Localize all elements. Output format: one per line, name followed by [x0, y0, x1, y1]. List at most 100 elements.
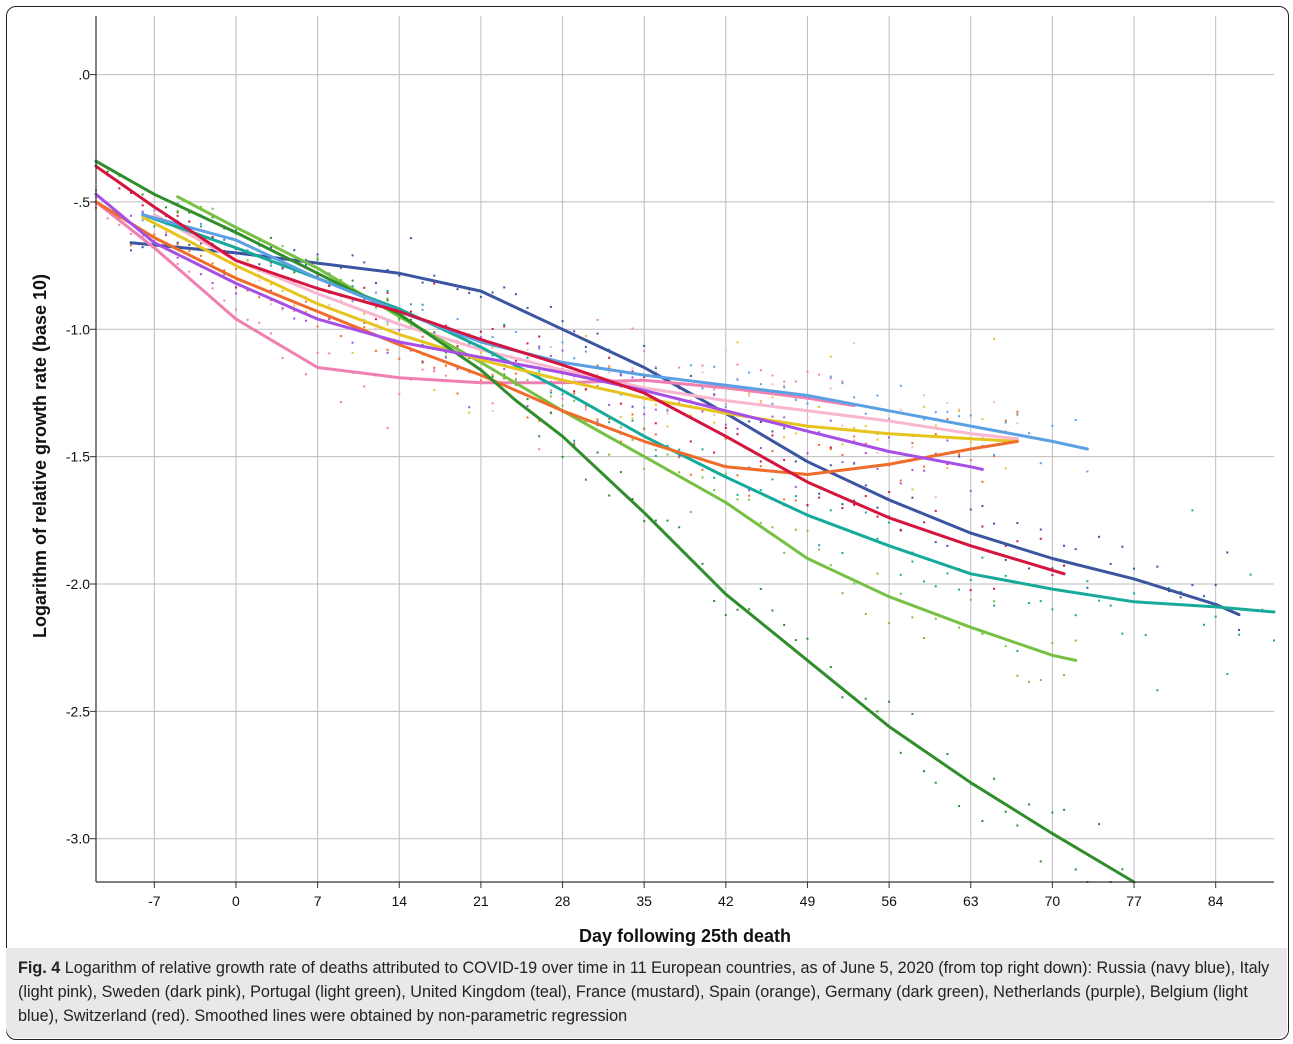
scatter-point [409, 237, 412, 240]
scatter-point [608, 403, 611, 406]
scatter-point [129, 191, 132, 194]
scatter-point [701, 476, 704, 479]
scatter-point [176, 262, 179, 265]
scatter-point [468, 371, 471, 374]
scatter-point [759, 383, 762, 386]
scatter-point [853, 503, 856, 506]
scatter-point [981, 418, 984, 421]
scatter-point [806, 370, 809, 373]
scatter-point [1004, 544, 1007, 547]
scatter-point [969, 578, 972, 581]
scatter-point [841, 592, 844, 595]
scatter-point [328, 304, 331, 307]
y-tick-label: -.5 [74, 194, 91, 210]
scatter-point [608, 366, 611, 369]
scatter-point [876, 710, 879, 713]
scatter-point [561, 397, 564, 400]
scatter-points [95, 160, 1275, 883]
scatter-point [374, 306, 377, 309]
y-tick-label: -2.0 [66, 576, 90, 592]
figure-caption: Fig. 4 Logarithm of relative growth rate… [18, 956, 1280, 1028]
scatter-point [1039, 537, 1042, 540]
scatter-point [713, 599, 716, 602]
scatter-point [398, 392, 401, 395]
scatter-point [748, 420, 751, 423]
scatter-point [946, 418, 949, 421]
scatter-point [304, 319, 307, 322]
x-tick-label: 42 [718, 893, 734, 909]
scatter-point [234, 229, 237, 232]
scatter-point [759, 460, 762, 463]
scatter-point [211, 236, 214, 239]
scatter-point [1226, 673, 1229, 676]
scatter-point [1191, 584, 1194, 587]
scatter-point [1004, 558, 1007, 561]
scatter-point [736, 474, 739, 477]
scatter-point [561, 341, 564, 344]
scatter-point [199, 273, 202, 276]
scatter-point [433, 274, 436, 277]
scatter-point [666, 519, 669, 522]
scatter-point [841, 696, 844, 699]
scatter-point [456, 367, 459, 370]
scatter-point [549, 395, 552, 398]
scatter-point [818, 431, 821, 434]
scatter-point [783, 427, 786, 430]
scatter-point [363, 326, 366, 329]
scatter-point [1273, 639, 1275, 642]
scatter-point [876, 451, 879, 454]
scatter-point [141, 235, 144, 238]
scatter-point [736, 608, 739, 611]
scatter-point [386, 269, 389, 272]
scatter-point [526, 356, 529, 359]
scatter-point [526, 416, 529, 419]
scatter-point [363, 261, 366, 264]
scatter-point [736, 498, 739, 501]
scatter-point [771, 526, 774, 529]
scatter-point [538, 335, 541, 338]
scatter-point [689, 399, 692, 402]
scatter-point [468, 289, 471, 292]
scatter-point [129, 244, 132, 247]
scatter-point [456, 288, 459, 291]
scatter-point [1249, 573, 1252, 576]
scatter-point [654, 367, 657, 370]
scatter-point [794, 499, 797, 502]
scatter-point [596, 373, 599, 376]
scatter-point [934, 424, 937, 427]
scatter-point [573, 357, 576, 360]
scatter-point [643, 344, 646, 347]
scatter-point [141, 210, 144, 213]
scatter-point [398, 357, 401, 360]
scatter-point [1168, 587, 1171, 590]
series-line [129, 241, 1241, 617]
scatter-point [748, 494, 751, 497]
scatter-point [468, 357, 471, 360]
scatter-point [783, 416, 786, 419]
scatter-point [759, 369, 762, 372]
scatter-point [888, 440, 891, 443]
y-tick-labels: .0 -.5 -1.0 -1.5 -2.0 -2.5 -3.0 [66, 67, 90, 847]
scatter-point [398, 274, 401, 277]
scatter-point [188, 250, 191, 253]
scatter-point [794, 398, 797, 401]
scatter-point [958, 805, 961, 808]
scatter-point [759, 521, 762, 524]
scatter-point [689, 414, 692, 417]
scatter-point [923, 580, 926, 583]
scatter-point [899, 479, 902, 482]
scatter-point [759, 587, 762, 590]
scatter-point [888, 491, 891, 494]
scatter-point [934, 452, 937, 455]
scatter-point [491, 335, 494, 338]
scatter-point [713, 394, 716, 397]
scatter-point [234, 286, 237, 289]
scatter-point [409, 303, 412, 306]
scatter-point [316, 325, 319, 328]
scatter-point [421, 368, 424, 371]
scatter-point [608, 365, 611, 368]
scatter-point [794, 495, 797, 498]
scatter-point [1051, 608, 1054, 611]
scatter-point [1004, 429, 1007, 432]
scatter-point [829, 375, 832, 378]
